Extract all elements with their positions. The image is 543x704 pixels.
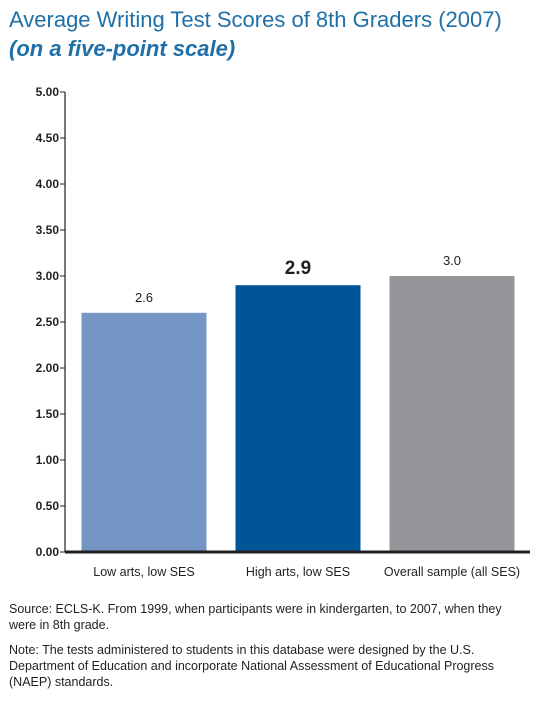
- bar-chart: 0.00 0.50 1.00 1.50 2.00 2.50 3.00 3.50 4.00 4.50…: [36, 85, 530, 579]
- source-note: Source: ECLS-K. From 1999, when particip…: [9, 602, 502, 632]
- y-tick-label: 2.50: [36, 315, 60, 329]
- x-tick-label: Overall sample (all SES): [384, 565, 520, 579]
- y-tick-label: 1.50: [36, 407, 60, 421]
- x-tick-label: High arts, low SES: [246, 565, 350, 579]
- methodology-note: Note: The tests administered to students…: [9, 643, 494, 689]
- y-tick-label: 0.00: [36, 545, 60, 559]
- y-tick-label: 2.00: [36, 361, 60, 375]
- y-tick-label: 5.00: [36, 85, 60, 99]
- y-tick-label: 4.50: [36, 131, 60, 145]
- y-tick-label: 3.50: [36, 223, 60, 237]
- x-tick-label: Low arts, low SES: [93, 565, 194, 579]
- chart-subtitle: (on a five-point scale): [9, 36, 236, 61]
- y-tick-label: 3.00: [36, 269, 60, 283]
- y-tick-label: 4.00: [36, 177, 60, 191]
- data-label: 2.6: [135, 290, 153, 305]
- bar: [235, 285, 361, 552]
- data-label: 3.0: [443, 253, 461, 268]
- y-tick-label: 1.00: [36, 453, 60, 467]
- bar: [389, 276, 515, 552]
- bar: [81, 312, 207, 552]
- y-tick-label: 0.50: [36, 499, 60, 513]
- chart-title: Average Writing Test Scores of 8th Grade…: [9, 7, 502, 32]
- data-label: 2.9: [285, 258, 311, 279]
